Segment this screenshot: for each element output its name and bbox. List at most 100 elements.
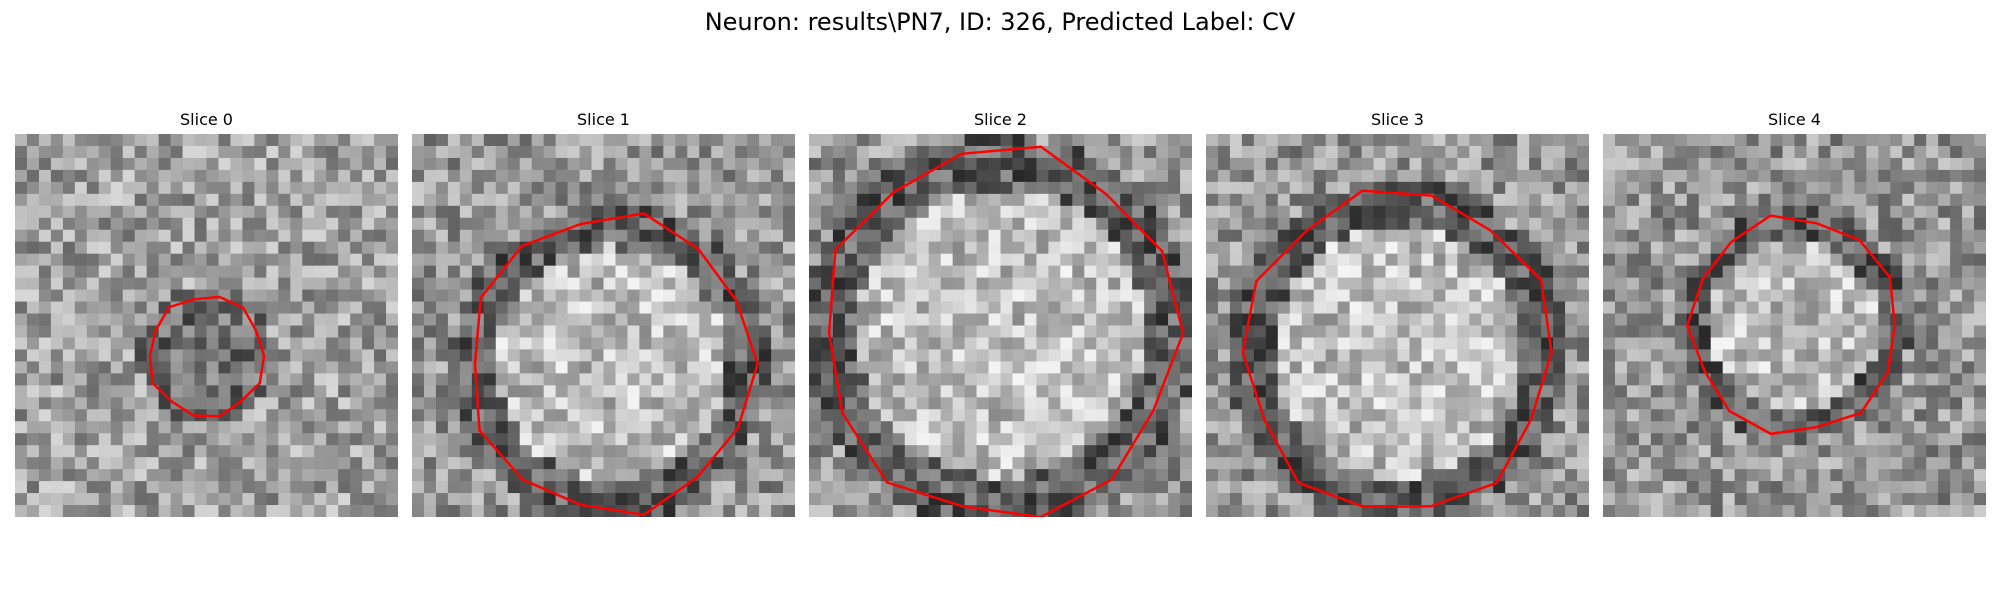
image-pixel — [1565, 481, 1578, 494]
image-pixel — [1012, 134, 1025, 147]
image-pixel — [1156, 217, 1169, 231]
image-pixel — [158, 217, 172, 231]
image-pixel — [302, 265, 315, 279]
image-pixel — [856, 253, 870, 267]
image-pixel — [1108, 349, 1121, 362]
image-pixel — [1722, 253, 1736, 267]
image-pixel — [675, 134, 688, 147]
image-pixel — [1120, 361, 1133, 374]
image-pixel — [386, 433, 398, 446]
image-pixel — [1974, 325, 1986, 338]
image-pixel — [892, 289, 906, 303]
image-pixel — [723, 385, 736, 398]
image-pixel — [1517, 373, 1530, 386]
image-pixel — [50, 469, 64, 482]
image-pixel — [1674, 277, 1688, 291]
image-pixel — [98, 457, 112, 470]
image-pixel — [1974, 169, 1986, 183]
image-pixel — [38, 325, 52, 338]
image-pixel — [1421, 253, 1434, 267]
image-pixel — [1313, 409, 1327, 422]
image-pixel — [1277, 409, 1291, 422]
image-pixel — [1974, 134, 1986, 147]
image-pixel — [423, 421, 437, 434]
image-pixel — [194, 301, 207, 315]
image-pixel — [423, 169, 437, 183]
image-pixel — [1206, 241, 1219, 255]
image-pixel — [38, 277, 52, 291]
image-pixel — [904, 217, 918, 231]
image-pixel — [1674, 433, 1688, 446]
image-pixel — [723, 313, 736, 326]
image-pixel — [1409, 145, 1422, 159]
image-pixel — [928, 457, 942, 470]
image-pixel — [1361, 373, 1375, 386]
image-pixel — [771, 457, 784, 470]
image-pixel — [1120, 265, 1133, 279]
image-pixel — [723, 145, 736, 159]
image-pixel — [1385, 457, 1398, 470]
image-pixel — [1325, 361, 1339, 374]
image-pixel — [412, 301, 425, 315]
image-pixel — [1206, 134, 1219, 147]
image-pixel — [1289, 445, 1303, 458]
image-pixel — [471, 241, 485, 255]
image-pixel — [675, 505, 688, 517]
image-pixel — [1385, 361, 1398, 374]
image-pixel — [543, 469, 557, 482]
image-pixel — [1156, 409, 1169, 422]
image-pixel — [507, 445, 521, 458]
image-pixel — [1818, 433, 1831, 446]
image-pixel — [278, 397, 291, 410]
image-pixel — [1926, 265, 1939, 279]
image-pixel — [374, 169, 387, 183]
image-pixel — [809, 493, 822, 506]
image-pixel — [771, 409, 784, 422]
image-pixel — [940, 469, 954, 482]
image-pixel — [1746, 157, 1760, 171]
image-pixel — [1229, 169, 1243, 183]
image-pixel — [1698, 397, 1712, 410]
image-pixel — [1180, 145, 1192, 159]
image-pixel — [362, 361, 375, 374]
image-pixel — [302, 349, 315, 362]
image-pixel — [254, 169, 267, 183]
image-pixel — [1505, 361, 1518, 374]
image-pixel — [844, 385, 858, 398]
image-pixel — [1000, 277, 1013, 291]
image-pixel — [350, 337, 363, 350]
image-pixel — [1710, 277, 1724, 291]
image-pixel — [952, 445, 966, 458]
image-pixel — [1000, 289, 1013, 303]
image-pixel — [675, 421, 688, 434]
image-pixel — [302, 457, 315, 470]
image-pixel — [1710, 397, 1724, 410]
image-pixel — [1878, 217, 1891, 231]
image-pixel — [1144, 301, 1157, 315]
image-pixel — [1842, 361, 1855, 374]
image-pixel — [747, 481, 760, 494]
image-pixel — [687, 385, 700, 398]
image-pixel — [1072, 349, 1085, 362]
image-pixel — [158, 229, 172, 243]
image-pixel — [1373, 145, 1387, 159]
image-pixel — [1914, 157, 1927, 171]
image-pixel — [1253, 205, 1267, 219]
image-pixel — [1229, 349, 1243, 362]
image-pixel — [1445, 505, 1458, 517]
image-pixel — [1603, 193, 1616, 207]
image-pixel — [1854, 421, 1867, 434]
image-pixel — [579, 169, 593, 183]
image-pixel — [1457, 217, 1470, 231]
image-pixel — [1782, 253, 1795, 267]
image-pixel — [1132, 181, 1145, 195]
slice-4-svg — [1603, 134, 1986, 517]
image-pixel — [122, 361, 136, 374]
image-pixel — [1397, 145, 1410, 159]
image-pixel — [976, 337, 990, 350]
image-pixel — [62, 217, 76, 231]
image-pixel — [591, 325, 604, 338]
image-pixel — [1168, 313, 1181, 326]
image-pixel — [1433, 265, 1446, 279]
image-pixel — [326, 169, 339, 183]
